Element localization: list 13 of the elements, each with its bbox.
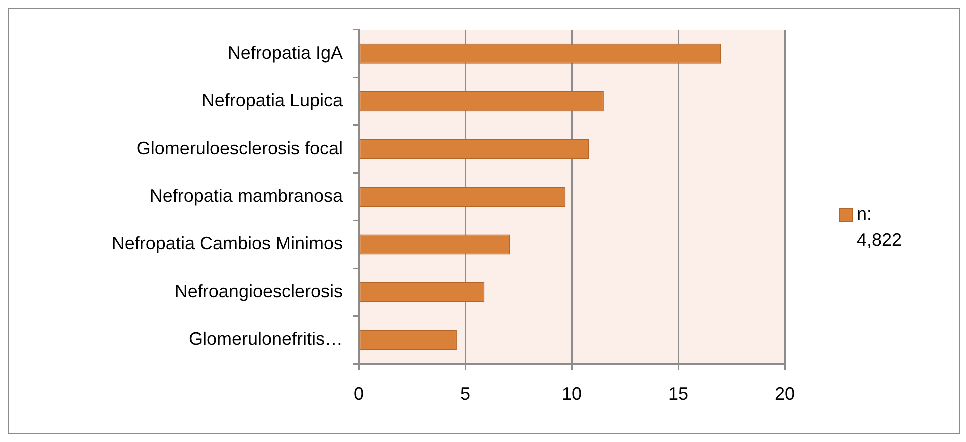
y-tick-label: Nefropatia IgA [228, 42, 343, 63]
y-tick-label: Nefropatia Lupica [202, 90, 344, 111]
y-tick-label: Nefropatia Cambios Minimos [112, 234, 343, 254]
x-tick-label: 0 [354, 384, 364, 404]
x-tick-label: 5 [460, 384, 471, 404]
y-tick-label: Glomerulonefritis… [188, 329, 343, 350]
y-tick-label: Nefroangioesclerosis [174, 281, 343, 302]
legend-label: n: 4,822 [857, 203, 904, 252]
y-tick-label: Nefropatia mambranosa [150, 186, 344, 206]
x-tick-label: 10 [562, 384, 582, 404]
y-tick-label: Glomeruloesclerosis focal [136, 138, 343, 158]
x-tick-label: 15 [668, 384, 689, 404]
x-tick-label: 20 [774, 384, 796, 404]
